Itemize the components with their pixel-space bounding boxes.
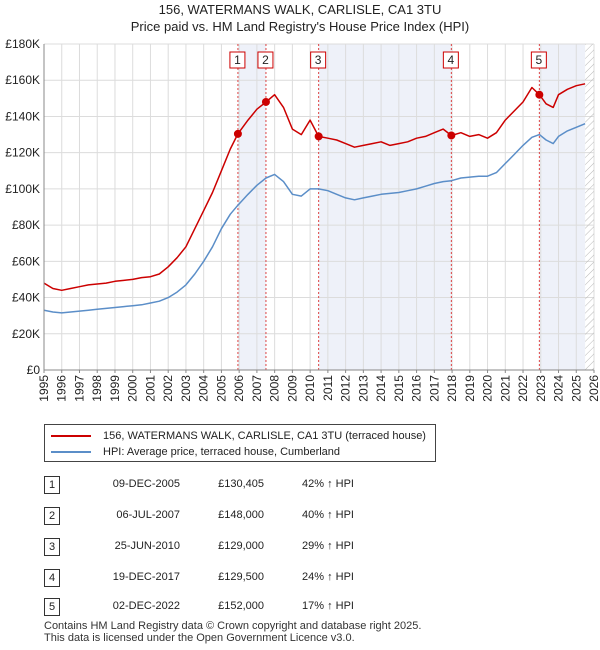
x-tick-label: 2020	[481, 375, 495, 402]
x-tick-label: 2023	[534, 375, 548, 402]
legend-item-property: 156, WATERMANS WALK, CARLISLE, CA1 3TU (…	[51, 428, 426, 444]
sale-hpi-diff: 29% ↑ HPI	[302, 540, 422, 552]
sale-5-marker	[535, 91, 543, 99]
sale-5-label: 5	[536, 53, 543, 67]
sale-date: 02-DEC-2022	[92, 600, 180, 612]
sale-price: £152,000	[212, 600, 264, 612]
table-row: 4 19-DEC-2017 £129,500 24% ↑ HPI	[44, 569, 444, 589]
x-tick-label: 1995	[37, 375, 51, 402]
x-tick-label: 2014	[374, 375, 388, 402]
y-tick-label: £80K	[12, 218, 40, 232]
sale-hpi-diff: 42% ↑ HPI	[302, 478, 422, 490]
x-tick-label: 2009	[285, 375, 299, 402]
x-tick-label: 2025	[569, 375, 583, 402]
x-tick-label: 1996	[55, 375, 69, 402]
x-tick-label: 2003	[179, 375, 193, 402]
y-tick-label: £100K	[5, 182, 40, 196]
table-row: 3 25-JUN-2010 £129,000 29% ↑ HPI	[44, 538, 444, 558]
x-tick-label: 2015	[392, 375, 406, 402]
y-tick-label: £160K	[5, 73, 40, 87]
x-tick-label: 2000	[126, 375, 140, 402]
y-tick-label: £60K	[12, 254, 40, 268]
shaded-span-2	[319, 44, 452, 370]
x-tick-label: 2011	[321, 375, 335, 401]
sale-date: 06-JUL-2007	[92, 509, 180, 521]
x-tick-label: 2006	[232, 375, 246, 402]
sale-hpi-diff: 17% ↑ HPI	[302, 600, 422, 612]
y-tick-label: £40K	[12, 291, 40, 305]
shaded-span-1	[238, 44, 266, 370]
x-tick-label: 2021	[498, 375, 512, 402]
sale-2-label: 2	[262, 53, 269, 67]
sale-3-label: 3	[315, 53, 322, 67]
legend-item-hpi: HPI: Average price, terraced house, Cumb…	[51, 444, 340, 460]
sale-number: 3	[44, 538, 60, 556]
y-tick-label: £20K	[12, 327, 40, 341]
sale-4-marker	[447, 131, 455, 139]
x-tick-label: 2002	[161, 375, 175, 402]
x-tick-label: 2013	[356, 375, 370, 402]
future-hatch	[585, 44, 594, 370]
x-tick-label: 1999	[108, 375, 122, 402]
table-row: 1 09-DEC-2005 £130,405 42% ↑ HPI	[44, 476, 444, 496]
x-tick-label: 1998	[90, 375, 104, 402]
x-tick-label: 2012	[339, 375, 353, 402]
x-tick-label: 1997	[72, 375, 86, 402]
y-tick-label: £120K	[5, 146, 40, 160]
sale-number: 1	[44, 476, 60, 494]
y-tick-label: £0	[27, 363, 41, 377]
legend: 156, WATERMANS WALK, CARLISLE, CA1 3TU (…	[44, 424, 436, 462]
licence-notice: This data is licensed under the Open Gov…	[44, 632, 355, 644]
sale-date: 19-DEC-2017	[92, 571, 180, 583]
x-tick-label: 2017	[427, 375, 441, 402]
sale-hpi-diff: 24% ↑ HPI	[302, 571, 422, 583]
legend-label-property: 156, WATERMANS WALK, CARLISLE, CA1 3TU (…	[103, 430, 426, 442]
sale-4-label: 4	[448, 53, 455, 67]
sale-date: 09-DEC-2005	[92, 478, 180, 490]
sale-price: £129,000	[212, 540, 264, 552]
x-tick-label: 2026	[587, 375, 600, 402]
x-tick-label: 2016	[410, 375, 424, 402]
sale-price: £148,000	[212, 509, 264, 521]
x-tick-label: 2024	[552, 375, 566, 402]
table-row: 2 06-JUL-2007 £148,000 40% ↑ HPI	[44, 507, 444, 527]
sale-number: 2	[44, 507, 60, 525]
x-tick-label: 2010	[303, 375, 317, 402]
sale-1-label: 1	[234, 53, 241, 67]
sale-number: 4	[44, 569, 60, 587]
x-tick-label: 2004	[197, 375, 211, 402]
sale-3-marker	[315, 132, 323, 140]
sale-number: 5	[44, 598, 60, 616]
x-tick-label: 2005	[214, 375, 228, 402]
table-row: 5 02-DEC-2022 £152,000 17% ↑ HPI	[44, 598, 444, 618]
y-tick-label: £180K	[5, 37, 40, 51]
legend-swatch-property	[51, 435, 91, 437]
sale-1-marker	[234, 130, 242, 138]
y-tick-label: £140K	[5, 109, 40, 123]
legend-label-hpi: HPI: Average price, terraced house, Cumb…	[103, 446, 340, 458]
x-tick-label: 2008	[268, 375, 282, 402]
x-tick-label: 2001	[143, 375, 157, 402]
x-tick-label: 2007	[250, 375, 264, 402]
x-tick-label: 2019	[463, 375, 477, 402]
legend-swatch-hpi	[51, 451, 91, 453]
sale-hpi-diff: 40% ↑ HPI	[302, 509, 422, 521]
sale-price: £130,405	[212, 478, 264, 490]
copyright-notice: Contains HM Land Registry data © Crown c…	[44, 620, 421, 632]
sale-2-marker	[262, 98, 270, 106]
price-chart: £0 £20K £40K £60K £80K £100K £120K £140K £160K £1…	[0, 0, 600, 420]
sale-price: £129,500	[212, 571, 264, 583]
x-tick-label: 2022	[516, 375, 530, 402]
x-tick-label: 2018	[445, 375, 459, 402]
sale-date: 25-JUN-2010	[92, 540, 180, 552]
